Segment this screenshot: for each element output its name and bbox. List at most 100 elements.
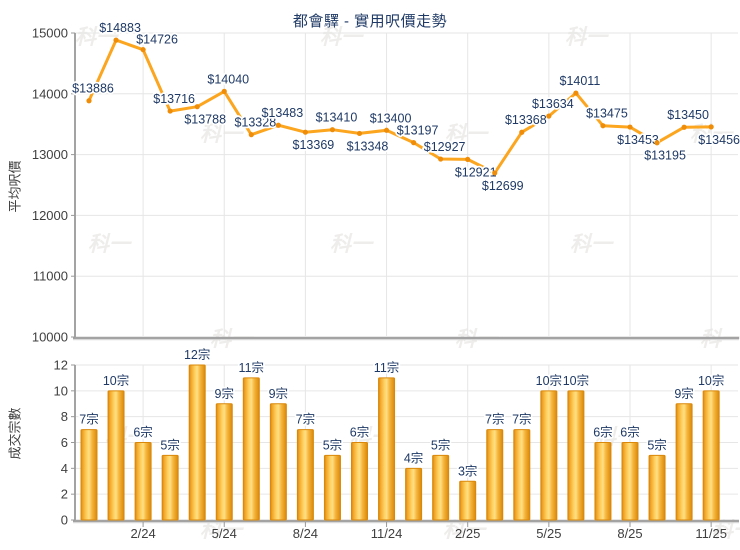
point-value-label: $13716 <box>153 92 195 106</box>
bar-count-label: 12宗 <box>184 347 210 362</box>
line-point-marker <box>654 140 660 146</box>
point-value-label: $13475 <box>586 107 628 121</box>
bar-count-label: 10宗 <box>698 373 724 388</box>
point-value-label: $13400 <box>370 111 412 125</box>
transaction-bar-series: 7宗 10宗 6宗 5宗 12宗 9宗 11宗 9宗 7宗 5宗 6宗 11宗 4宗 5宗 3宗 7宗 7宗 10… <box>78 345 726 521</box>
bar-count-label: 9宗 <box>269 386 288 401</box>
y-tick-label: 4 <box>61 461 68 476</box>
transaction-bar <box>621 442 639 521</box>
line-point-marker <box>573 90 579 96</box>
point-value-label: $13634 <box>532 97 574 111</box>
point-value-label: $13197 <box>397 124 439 138</box>
y-tick-label: 12 <box>54 358 68 373</box>
transaction-bar <box>540 390 558 521</box>
point-value-label: $14883 <box>99 21 141 35</box>
bar-count-label: 7宗 <box>512 412 531 427</box>
x-tick-label: 8/25 <box>617 526 642 541</box>
y-tick-label: 12000 <box>32 208 68 223</box>
line-point-marker <box>438 156 444 162</box>
point-value-label: $13348 <box>347 139 389 153</box>
x-tick-label: 2/25 <box>455 526 480 541</box>
transaction-bar <box>134 442 152 521</box>
line-point-marker <box>465 156 471 163</box>
chart-title: 都會驛 - 實用呎價走勢 <box>292 13 448 30</box>
transaction-bar <box>107 390 125 521</box>
y-tick-label: 2 <box>61 487 68 502</box>
transaction-bar <box>675 403 693 521</box>
point-value-label: $12699 <box>482 179 524 193</box>
line-point-marker <box>140 47 146 53</box>
line-point-marker <box>356 130 363 137</box>
x-tick-label: 2/24 <box>130 526 155 541</box>
price-y-axis-title: 平均呎價 <box>7 160 23 213</box>
line-point-marker <box>302 129 308 135</box>
line-point-marker <box>194 104 200 110</box>
bar-count-label: 10宗 <box>563 373 589 388</box>
transaction-bar <box>351 442 368 521</box>
watermark-text: 科一 <box>200 122 244 146</box>
transaction-bar <box>269 403 287 521</box>
line-point-marker <box>113 37 119 43</box>
point-value-label: $12921 <box>455 165 497 179</box>
point-value-label: $14040 <box>207 72 249 86</box>
y-tick-label: 10 <box>54 383 68 398</box>
bar-count-label: 7宗 <box>485 412 504 427</box>
x-tick-label: 11/25 <box>695 526 727 541</box>
point-value-label: $13483 <box>261 106 303 120</box>
transaction-bar <box>242 377 260 521</box>
x-tick-label: 11/24 <box>371 526 403 541</box>
bar-count-label: 6宗 <box>620 425 639 440</box>
y-tick-label: 8 <box>61 409 68 424</box>
bar-count-label: 7宗 <box>296 412 315 427</box>
bar-count-label: 10宗 <box>103 373 129 388</box>
transaction-bar <box>378 377 396 521</box>
point-value-label: $13195 <box>644 149 686 163</box>
y-tick-label: 0 <box>61 513 68 528</box>
bar-count-label: 9宗 <box>674 386 693 401</box>
watermark-text: 科一 <box>570 232 614 256</box>
line-point-marker <box>519 129 525 135</box>
point-value-label: $13453 <box>617 133 659 147</box>
y-tick-label: 10000 <box>32 330 68 345</box>
bar-count-label: 11宗 <box>374 360 399 375</box>
point-value-label: $14011 <box>560 74 601 88</box>
point-value-label: $13368 <box>505 113 547 127</box>
watermark-text: 科一 <box>330 232 374 256</box>
x-tick-label: 5/25 <box>536 526 561 541</box>
bar-count-label: 4宗 <box>404 450 423 465</box>
transaction-bar <box>161 454 179 521</box>
point-value-label: $13450 <box>667 108 709 122</box>
bar-count-label: 6宗 <box>350 425 369 440</box>
line-point-marker <box>600 123 606 129</box>
line-point-marker <box>275 122 281 128</box>
line-point-marker <box>383 127 390 133</box>
transaction-bar <box>188 364 206 521</box>
line-point-marker <box>411 140 417 146</box>
bar-count-label: 6宗 <box>133 425 152 440</box>
x-tick-label: 8/24 <box>293 526 318 541</box>
watermark-text: 科一 <box>445 122 489 146</box>
point-value-label: $13410 <box>316 111 358 125</box>
watermark-text: 科一 <box>320 25 364 49</box>
bar-count-label: 11宗 <box>239 360 264 375</box>
transaction-bar <box>405 467 423 521</box>
bar-count-label: 9宗 <box>215 386 234 401</box>
transaction-bar <box>432 454 450 521</box>
x-tick-label: 5/24 <box>212 526 237 541</box>
transaction-bar <box>648 454 666 521</box>
bar-count-label: 5宗 <box>160 437 179 452</box>
point-value-label: $14726 <box>136 33 178 47</box>
transaction-bar <box>323 454 341 521</box>
y-tick-label: 13000 <box>32 147 68 162</box>
transaction-bar <box>215 403 233 521</box>
bar-count-label: 5宗 <box>647 437 666 452</box>
price-line-series: $13886 $14883$14726 $13716 $13788 $14040 $133… <box>70 19 740 194</box>
point-value-label: $13886 <box>72 82 114 96</box>
line-point-marker <box>627 124 633 130</box>
transaction-bar <box>513 429 531 521</box>
transaction-bar <box>80 429 98 521</box>
transaction-bar <box>459 480 477 521</box>
line-point-marker <box>221 88 227 94</box>
